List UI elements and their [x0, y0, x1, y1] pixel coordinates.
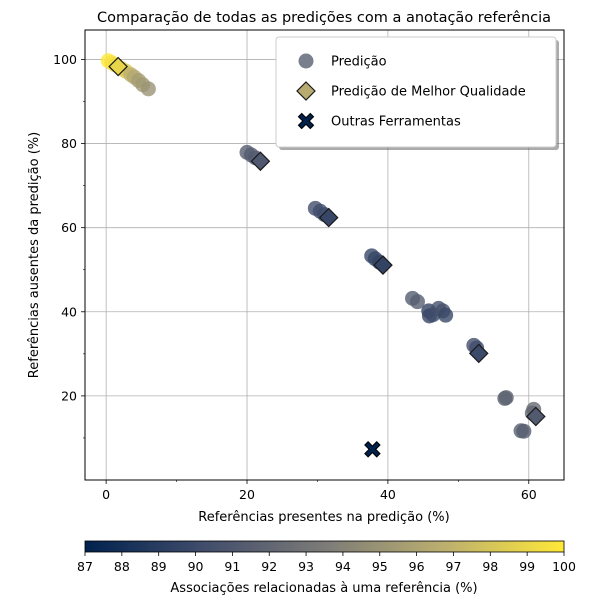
legend-marker-prediction [298, 53, 314, 69]
y-tick-label: 60 [61, 220, 77, 235]
colorbar-tick-label: 95 [372, 559, 388, 574]
best-prediction-point [250, 151, 271, 172]
legend-box [275, 36, 557, 148]
x-axis-label: Referências presentes na predição (%) [198, 510, 449, 525]
colorbar-label: Associações relacionadas à uma referênci… [170, 581, 477, 596]
y-tick-label: 80 [61, 136, 77, 151]
colorbar-tick-label: 88 [114, 559, 130, 574]
best-prediction-point [108, 56, 128, 77]
colorbar-tick-label: 97 [446, 559, 462, 574]
legend: Predição Predição de Melhor Qualidade Outr… [275, 36, 559, 150]
plot-area [84, 29, 565, 481]
best-prediction-point [468, 343, 489, 364]
y-tick-label: 20 [61, 388, 77, 403]
axis-ticks: 0 20 40 60 20 40 60 80 100 [53, 52, 537, 502]
legend-label: Predição de Melhor Qualidade [331, 85, 526, 100]
prediction-point [140, 81, 156, 97]
legend-marker-other-tools [297, 112, 315, 130]
legend-marker-best-prediction [296, 81, 316, 101]
colorbar-tick-label: 90 [188, 559, 204, 574]
chart-title: Comparação de todas as predições com a a… [97, 10, 551, 26]
legend-label: Outras Ferramentas [331, 115, 461, 130]
colorbar-tick-label: 93 [298, 559, 314, 574]
colorbar-tick-label: 98 [482, 559, 498, 574]
prediction-point [438, 307, 454, 323]
y-axis-label: Referências ausentes da predição (%) [27, 132, 42, 378]
colorbar-tick-label: 96 [409, 559, 425, 574]
colorbar-tick-label: 92 [261, 559, 277, 574]
x-tick-label: 60 [521, 487, 537, 502]
colorbar-tick-label: 87 [77, 559, 93, 574]
legend-label: Predição [331, 55, 387, 70]
y-tick-label: 40 [61, 304, 77, 319]
colorbar-ticks: 87 88 89 90 91 92 93 94 95 96 97 98 99 100 [77, 552, 576, 574]
colorbar-tick-label: 99 [519, 559, 535, 574]
x-tick-label: 0 [102, 487, 110, 502]
best-prediction-point [318, 207, 339, 228]
colorbar-tick-label: 91 [224, 559, 240, 574]
prediction-point [498, 390, 514, 406]
best-prediction-point [373, 255, 393, 275]
x-tick-label: 20 [239, 487, 255, 502]
colorbar-tick-label: 94 [335, 559, 351, 574]
colorbar-tick-label: 89 [151, 559, 167, 574]
colorbar [84, 540, 565, 553]
y-tick-label: 100 [53, 52, 77, 67]
prediction-point [409, 294, 425, 310]
other-tool-point [364, 441, 381, 458]
prediction-point [516, 423, 532, 439]
colorbar-tick-label: 100 [552, 559, 576, 574]
data-points [100, 53, 546, 458]
x-tick-label: 40 [380, 487, 396, 502]
best-prediction-point [525, 406, 546, 427]
